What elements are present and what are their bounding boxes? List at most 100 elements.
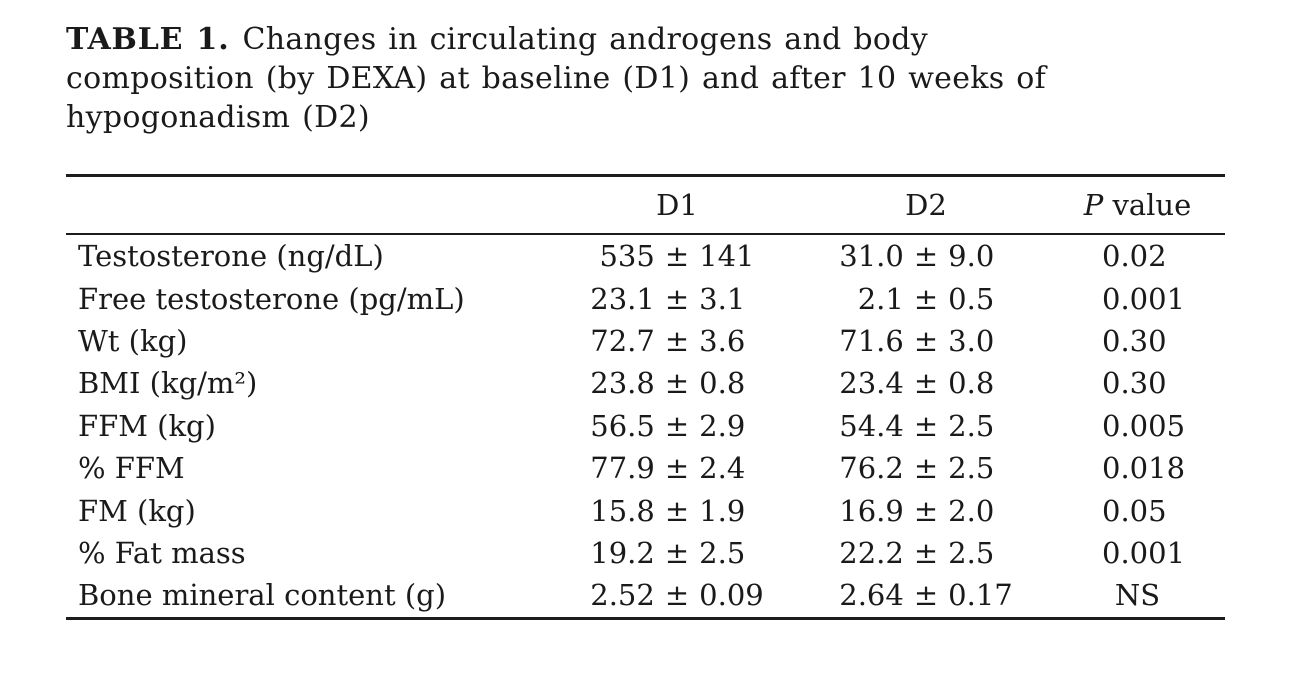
- d1-mean: 23.1: [590, 281, 655, 316]
- d2-mean: 76.2: [839, 451, 904, 486]
- plus-minus-sign: ±: [664, 366, 690, 401]
- d2-value-cell: 71.6 ±3.0: [802, 324, 1050, 358]
- table-body: Testosterone (ng/dL) 535 ±141 31.0 ±9.0 0.…: [66, 235, 1225, 617]
- d1-mean: 535: [599, 239, 655, 274]
- column-header-d2: D2: [905, 188, 947, 222]
- plus-minus-sign: ±: [664, 323, 690, 358]
- data-table: D1 D2 P value Testosterone (ng/dL) 535 ±1…: [66, 174, 1225, 620]
- d2-mean: 22.2: [839, 535, 904, 570]
- p-value-cell: 0.30: [1102, 366, 1167, 401]
- caption-line-1: TABLE 1. Changes in circulating androgens…: [66, 20, 1225, 59]
- plus-minus-sign: ±: [664, 408, 690, 443]
- table-row: FM (kg) 15.8 ±1.9 16.9 ±2.0 0.05: [66, 489, 1225, 531]
- row-label: Testosterone (ng/dL): [78, 239, 384, 274]
- d2-sd: 0.17: [948, 578, 1013, 613]
- row-label: Bone mineral content (g): [78, 578, 447, 613]
- table-number-label: TABLE 1.: [66, 22, 230, 57]
- d2-sd: 0.8: [948, 366, 995, 401]
- row-label: Free testosterone (pg/mL): [78, 281, 465, 316]
- p-value-cell: 0.02: [1102, 239, 1167, 274]
- p-value-cell: 0.30: [1102, 323, 1167, 358]
- d1-mean: 72.7: [590, 323, 655, 358]
- d1-value-cell: 77.9 ±2.4: [552, 451, 802, 485]
- p-value-cell: 0.018: [1102, 451, 1186, 486]
- d2-value-cell: 2.64 ±0.17: [802, 578, 1050, 612]
- d2-sd: 2.5: [948, 408, 995, 443]
- plus-minus-sign: ±: [913, 535, 939, 570]
- row-label: % FFM: [78, 451, 185, 486]
- d2-value-cell: 2.1 ±0.5: [802, 282, 1050, 316]
- plus-minus-sign: ±: [913, 239, 939, 274]
- plus-minus-sign: ±: [664, 239, 690, 274]
- d1-value-cell: 56.5 ±2.9: [552, 409, 802, 443]
- d1-mean: 77.9: [590, 451, 655, 486]
- d2-sd: 2.5: [948, 535, 995, 570]
- p-value-cell: NS: [1114, 578, 1161, 613]
- p-value-word: value: [1103, 188, 1192, 222]
- d1-sd: 0.09: [699, 578, 764, 613]
- d1-mean: 23.8: [590, 366, 655, 401]
- row-label: Wt (kg): [78, 323, 188, 358]
- header-rule: [66, 233, 1225, 235]
- plus-minus-sign: ±: [913, 281, 939, 316]
- plus-minus-sign: ±: [913, 408, 939, 443]
- table-row: Testosterone (ng/dL) 535 ±141 31.0 ±9.0 0.…: [66, 235, 1225, 277]
- d2-value-cell: 54.4 ±2.5: [802, 409, 1050, 443]
- plus-minus-sign: ±: [913, 323, 939, 358]
- p-value-cell: 0.05: [1102, 493, 1167, 528]
- d1-mean: 2.52: [590, 578, 655, 613]
- table-header-row: D1 D2 P value: [66, 177, 1225, 233]
- row-label: FFM (kg): [78, 408, 216, 443]
- d2-sd: 2.5: [948, 451, 995, 486]
- plus-minus-sign: ±: [664, 493, 690, 528]
- d1-value-cell: 23.1 ±3.1: [552, 282, 802, 316]
- plus-minus-sign: ±: [913, 366, 939, 401]
- d2-mean: 54.4: [839, 408, 904, 443]
- plus-minus-sign: ±: [913, 451, 939, 486]
- d1-sd: 2.4: [699, 451, 746, 486]
- d1-sd: 1.9: [699, 493, 746, 528]
- column-header-pvalue: P value: [1050, 188, 1225, 222]
- d2-value-cell: 23.4 ±0.8: [802, 366, 1050, 400]
- bottom-rule: [66, 616, 1225, 620]
- d1-value-cell: 23.8 ±0.8: [552, 366, 802, 400]
- plus-minus-sign: ±: [664, 535, 690, 570]
- table-row: Bone mineral content (g) 2.52 ±0.09 2.64 ±…: [66, 574, 1225, 616]
- row-label: % Fat mass: [78, 535, 246, 570]
- table-row: % Fat mass 19.2 ±2.5 22.2 ±2.5 0.001: [66, 532, 1225, 574]
- d1-mean: 15.8: [590, 493, 655, 528]
- top-rule: [66, 174, 1225, 177]
- table-row: FFM (kg) 56.5 ±2.9 54.4 ±2.5 0.005: [66, 405, 1225, 447]
- row-label: FM (kg): [78, 493, 196, 528]
- d1-value-cell: 535 ±141: [552, 239, 802, 273]
- d2-mean: 31.0: [839, 239, 904, 274]
- caption-line-2: composition (by DEXA) at baseline (D1) a…: [66, 61, 1047, 96]
- d1-mean: 19.2: [590, 535, 655, 570]
- d2-sd: 9.0: [948, 239, 995, 274]
- plus-minus-sign: ±: [664, 578, 690, 613]
- table-row: Wt (kg) 72.7 ±3.6 71.6 ±3.0 0.30: [66, 320, 1225, 362]
- d1-mean: 56.5: [590, 408, 655, 443]
- p-value-cell: 0.005: [1102, 408, 1186, 443]
- d2-value-cell: 16.9 ±2.0: [802, 494, 1050, 528]
- caption-line-3: hypogonadism (D2): [66, 100, 370, 135]
- d1-sd: 2.9: [699, 408, 746, 443]
- p-italic: P: [1083, 188, 1104, 222]
- d1-value-cell: 15.8 ±1.9: [552, 494, 802, 528]
- d1-sd: 2.5: [699, 535, 746, 570]
- d2-mean: 71.6: [839, 323, 904, 358]
- p-value-cell: 0.001: [1102, 281, 1186, 316]
- d2-value-cell: 22.2 ±2.5: [802, 536, 1050, 570]
- d2-mean: 23.4: [839, 366, 904, 401]
- table-row: Free testosterone (pg/mL) 23.1 ±3.1 2.1 ±0…: [66, 277, 1225, 319]
- d1-sd: 141: [699, 239, 755, 274]
- table-figure: TABLE 1. Changes in circulating androgens…: [66, 20, 1225, 620]
- d2-sd: 2.0: [948, 493, 995, 528]
- p-value-cell: 0.001: [1102, 535, 1186, 570]
- d1-value-cell: 19.2 ±2.5: [552, 536, 802, 570]
- d1-value-cell: 72.7 ±3.6: [552, 324, 802, 358]
- plus-minus-sign: ±: [664, 281, 690, 316]
- d1-sd: 3.6: [699, 323, 746, 358]
- d2-value-cell: 76.2 ±2.5: [802, 451, 1050, 485]
